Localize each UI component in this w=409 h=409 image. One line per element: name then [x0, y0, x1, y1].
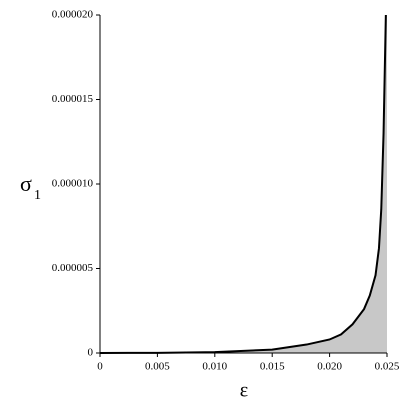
x-tick-label: 0.020: [317, 361, 342, 373]
y-tick-label: 0.000005: [52, 262, 94, 274]
y-axis-label-subscript: 1: [34, 188, 41, 203]
x-tick-label: 0.010: [202, 361, 227, 373]
x-axis-label: ε: [240, 380, 248, 402]
y-axis-label: σ: [20, 171, 32, 196]
x-tick-label: 0: [97, 361, 103, 373]
curve: [99, 14, 387, 354]
x-tick-label: 0.025: [375, 361, 400, 373]
y-tick-label: 0: [88, 347, 94, 359]
y-tick-label: 0.000020: [52, 9, 94, 21]
x-tick-label: 0.005: [145, 361, 170, 373]
y-tick-label: 0.000010: [52, 178, 94, 190]
y-tick-label: 0.000015: [52, 93, 94, 105]
area-fill: [100, 15, 387, 353]
x-tick-label: 0.015: [260, 361, 285, 373]
